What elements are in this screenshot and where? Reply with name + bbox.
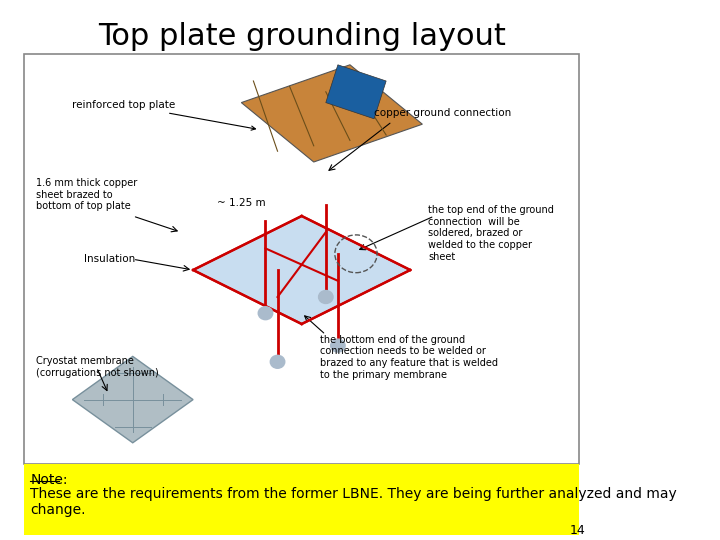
Text: Note:: Note: <box>30 472 68 487</box>
Polygon shape <box>241 65 423 162</box>
Text: Top plate grounding layout: Top plate grounding layout <box>98 22 505 51</box>
Text: Cryostat membrane
(corrugations not shown): Cryostat membrane (corrugations not show… <box>36 356 159 378</box>
Text: the top end of the ground
connection  will be
soldered, brazed or
welded to the : the top end of the ground connection wil… <box>428 205 554 261</box>
Text: 1.6 mm thick copper
sheet brazed to
bottom of top plate: 1.6 mm thick copper sheet brazed to bott… <box>36 178 138 211</box>
Text: reinforced top plate: reinforced top plate <box>73 100 256 130</box>
Polygon shape <box>193 216 410 324</box>
FancyBboxPatch shape <box>24 54 579 464</box>
Polygon shape <box>73 356 193 443</box>
Polygon shape <box>326 65 386 119</box>
FancyBboxPatch shape <box>24 464 579 535</box>
Text: ~ 1.25 m: ~ 1.25 m <box>217 198 266 207</box>
Text: 14: 14 <box>570 524 585 537</box>
Text: These are the requirements from the former LBNE. They are being further analyzed: These are the requirements from the form… <box>30 487 677 517</box>
Circle shape <box>318 291 333 303</box>
Circle shape <box>258 307 273 320</box>
Text: copper ground connection: copper ground connection <box>374 109 511 118</box>
Circle shape <box>330 339 345 352</box>
Text: Insulation: Insulation <box>84 254 135 264</box>
Circle shape <box>270 355 285 368</box>
Text: the bottom end of the ground
connection needs to be welded or
brazed to any feat: the bottom end of the ground connection … <box>320 335 498 380</box>
